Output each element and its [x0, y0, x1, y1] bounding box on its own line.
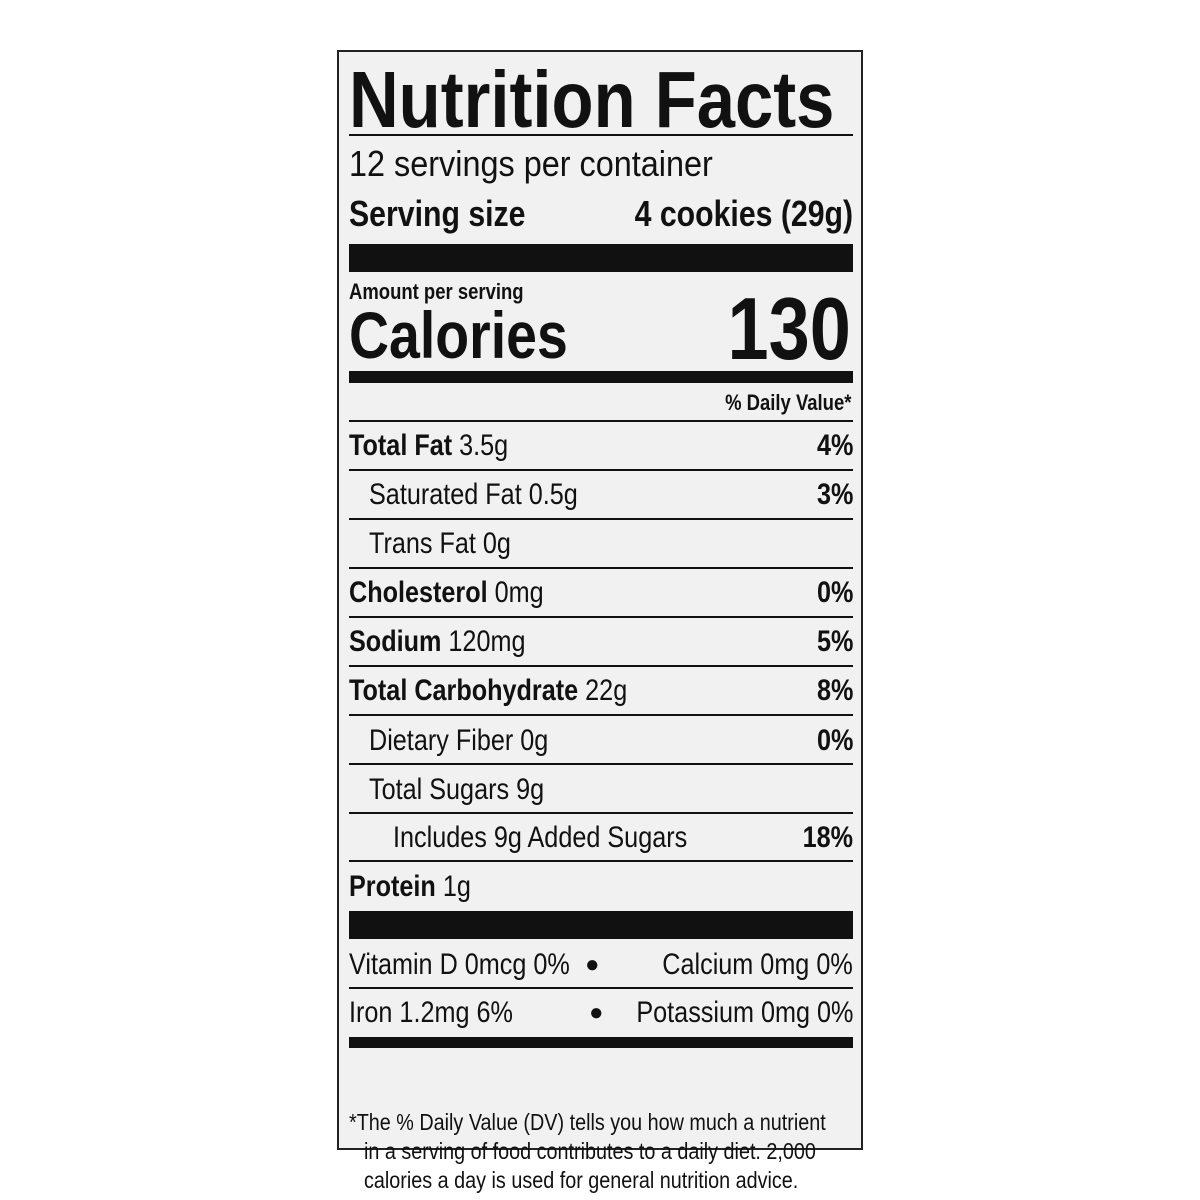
- divider: [349, 616, 853, 618]
- nutrient-row-total-fat: Total Fat 3.5g 4%: [349, 422, 853, 470]
- divider: [349, 665, 853, 667]
- nutrient-amount: 120mg: [448, 625, 526, 658]
- potassium: Potassium 0mg 0%: [635, 996, 853, 1029]
- nutrient-amount: 0mg: [494, 576, 544, 609]
- nutrient-row-sodium: Sodium 120mg 5%: [349, 618, 853, 666]
- nutrient-row-added-sugars: Includes 9g Added Sugars 18%: [349, 814, 853, 862]
- servings-text: 12 servings per container: [349, 143, 713, 184]
- nutrient-amount: 0g: [520, 724, 549, 757]
- nutrient-name: Includes 9g Added Sugars: [393, 821, 688, 854]
- nutrient-dv: 3%: [816, 478, 853, 511]
- footnote-line: *The % Daily Value (DV) tells you how mu…: [349, 1109, 826, 1135]
- medium-divider: [349, 1037, 853, 1048]
- servings-per-container: 12 servings per container: [349, 144, 753, 184]
- nutrient-name: Trans Fat: [369, 527, 476, 560]
- nutrient-row-trans-fat: Trans Fat 0g: [349, 520, 853, 568]
- nutrient-row-total-sugars: Total Sugars 9g: [349, 766, 853, 814]
- footnote-line: calories a day is used for general nutri…: [364, 1167, 799, 1193]
- nutrient-amount: 0g: [482, 527, 511, 560]
- nutrient-amount: 22g: [585, 674, 628, 707]
- nutrient-name: Protein: [349, 870, 436, 903]
- thick-divider: [349, 911, 853, 939]
- calories-label: Calories: [349, 300, 609, 370]
- amount-per-serving-text: Amount per serving: [349, 279, 524, 304]
- divider: [349, 812, 853, 814]
- divider: [349, 860, 853, 862]
- nutrient-amount: 1g: [442, 870, 471, 903]
- calories-label-text: Calories: [349, 298, 568, 372]
- title-text: Nutrition Facts: [349, 55, 835, 144]
- nutrient-amount: 0.5g: [528, 478, 578, 511]
- daily-value-header-text: % Daily Value*: [724, 390, 851, 415]
- divider: [349, 987, 853, 989]
- nutrition-facts-label: Nutrition Facts 12 servings per containe…: [337, 50, 863, 1193]
- micronutrient-row: Iron 1.2mg 6% ● Potassium 0mg 0%: [349, 989, 853, 1037]
- nutrient-dv: 18%: [802, 821, 853, 854]
- amount-per-serving: Amount per serving: [349, 279, 557, 305]
- divider: [349, 567, 853, 569]
- bullet-icon: ●: [589, 999, 604, 1026]
- medium-divider: [349, 371, 853, 383]
- nutrient-row-saturated-fat: Saturated Fat 0.5g 3%: [349, 471, 853, 519]
- nutrient-name: Cholesterol: [349, 576, 488, 609]
- divider: [349, 763, 853, 765]
- nutrient-row-dietary-fiber: Dietary Fiber 0g 0%: [349, 717, 853, 765]
- iron: Iron 1.2mg 6%: [349, 996, 513, 1029]
- nutrient-amount: 3.5g: [459, 429, 509, 462]
- nutrient-name: Total Fat: [349, 429, 453, 462]
- nutrient-name: Sodium: [349, 625, 442, 658]
- label-title: Nutrition Facts: [349, 58, 913, 142]
- footnote-line: in a serving of food contributes to a da…: [364, 1138, 816, 1164]
- divider: [349, 518, 853, 520]
- footnote: *The % Daily Value (DV) tells you how mu…: [349, 1108, 853, 1195]
- calories-value: 130: [704, 284, 851, 374]
- thick-divider: [349, 244, 853, 272]
- daily-value-header: % Daily Value*: [701, 390, 851, 416]
- nutrient-dv: 0%: [816, 724, 853, 757]
- micronutrient-row: Vitamin D 0mcg 0% ● Calcium 0mg 0%: [349, 941, 853, 989]
- vitamin-d: Vitamin D 0mcg 0%: [349, 948, 570, 981]
- calories-value-text: 130: [727, 279, 851, 378]
- nutrient-row-cholesterol: Cholesterol 0mg 0%: [349, 569, 853, 617]
- nutrient-name: Total Sugars: [369, 773, 510, 806]
- bullet-icon: ●: [585, 951, 600, 978]
- nutrient-dv: 4%: [816, 429, 853, 462]
- serving-size-value: 4 cookies (29g): [634, 193, 853, 234]
- nutrient-name: Dietary Fiber: [369, 724, 514, 757]
- divider: [349, 714, 853, 716]
- serving-size: Serving size 4 cookies (29g): [349, 194, 853, 234]
- nutrient-row-total-carbohydrate: Total Carbohydrate 22g 8%: [349, 667, 853, 715]
- nutrient-dv: 0%: [816, 576, 853, 609]
- nutrient-dv: 8%: [816, 674, 853, 707]
- divider: [349, 134, 853, 136]
- nutrient-amount: 9g: [516, 773, 545, 806]
- nutrient-name: Total Carbohydrate: [349, 674, 579, 707]
- nutrient-name: Saturated Fat: [369, 478, 522, 511]
- nutrient-dv: 5%: [816, 625, 853, 658]
- divider: [349, 420, 853, 422]
- nutrient-row-protein: Protein 1g: [349, 863, 853, 911]
- divider: [349, 469, 853, 471]
- serving-size-label: Serving size: [349, 193, 526, 234]
- calcium: Calcium 0mg 0%: [662, 948, 853, 981]
